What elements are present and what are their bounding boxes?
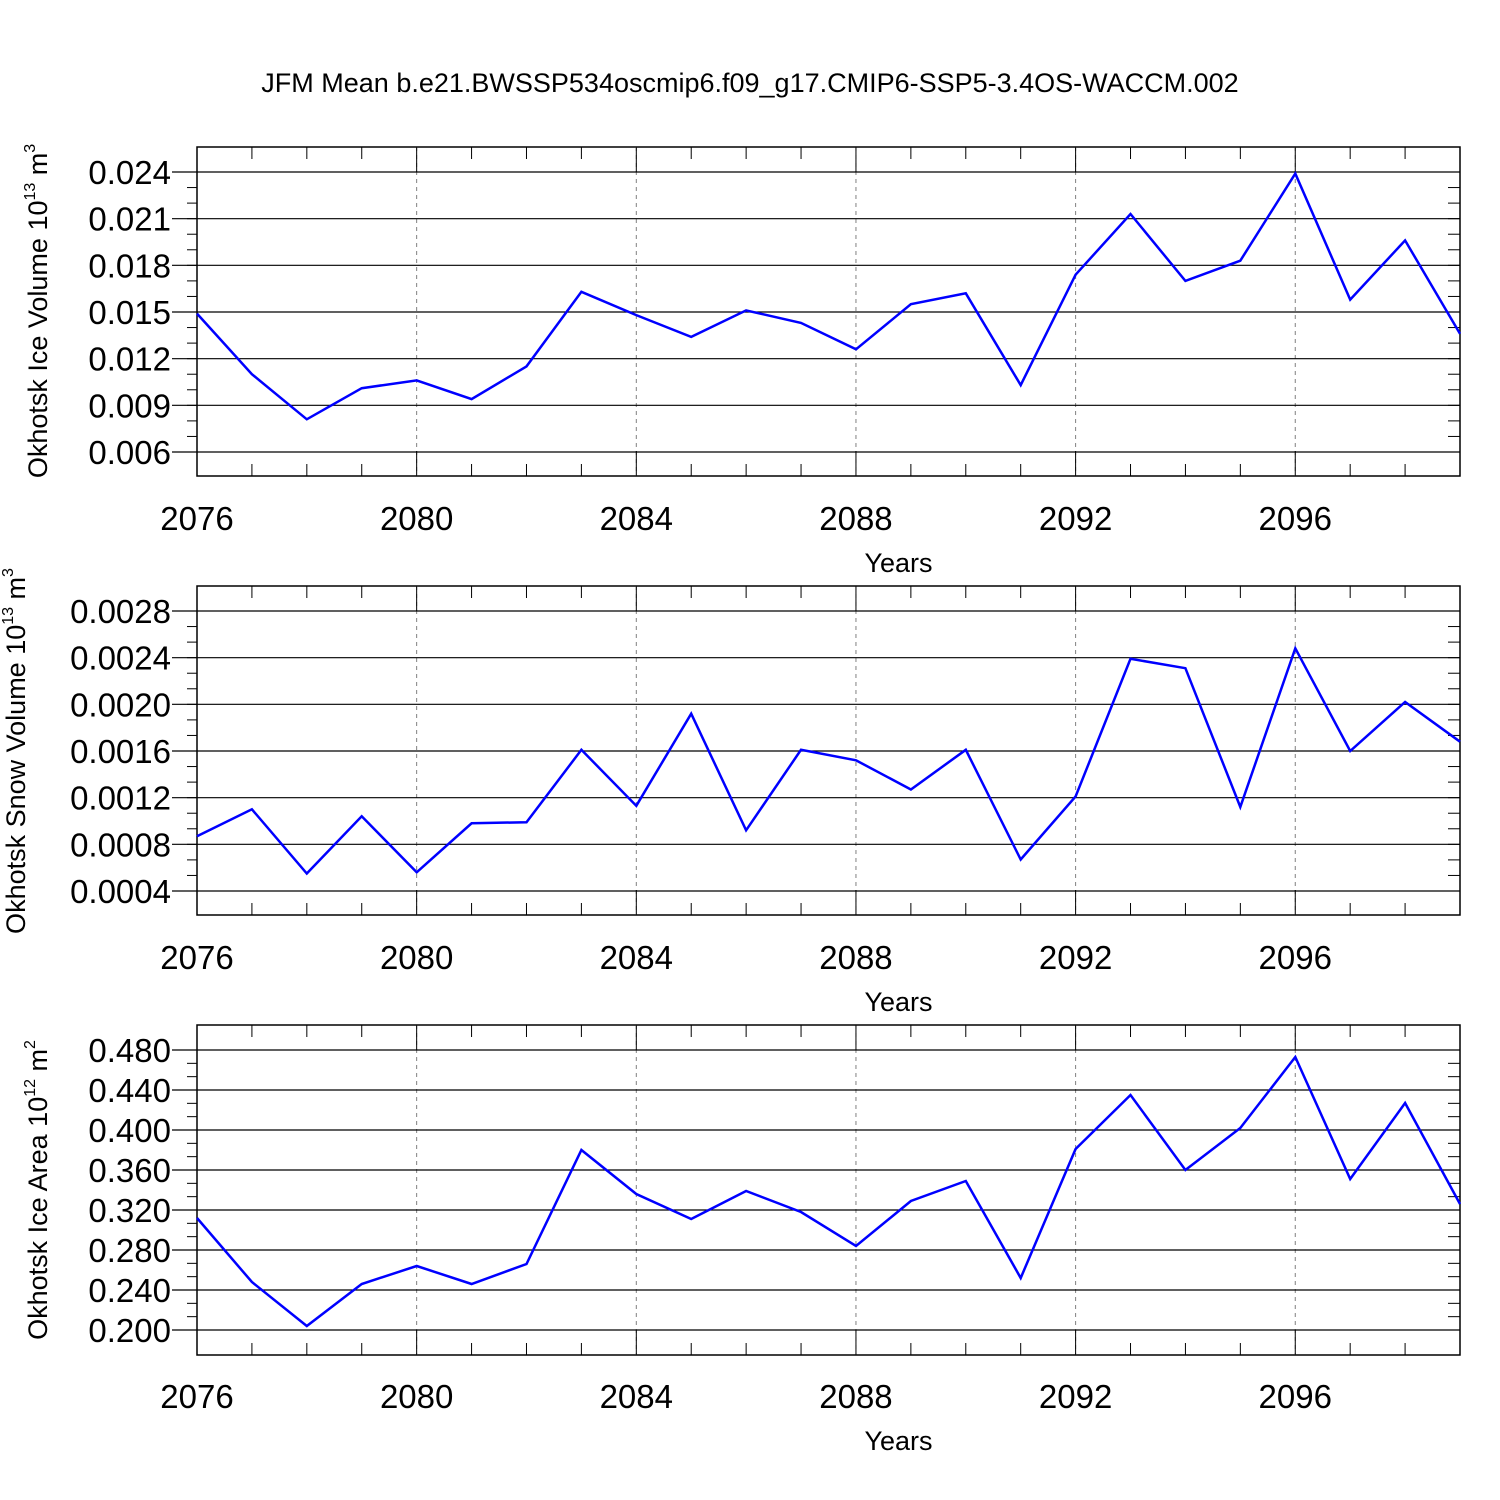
series-line [196, 1054, 1462, 1328]
x-tick-label: 2080 [380, 1378, 453, 1415]
y-tick-label: 0.0024 [70, 640, 171, 677]
y-tick-label: 0.320 [88, 1192, 171, 1229]
y-tick-label: 0.0008 [70, 826, 171, 863]
y-axis-label-unit-exponent: 3 [22, 144, 39, 153]
y-axis-label-unit: m [23, 1049, 53, 1079]
y-axis-label-text: Okhotsk Snow Volume 10 [1, 625, 31, 934]
y-tick-label: 0.240 [88, 1272, 171, 1309]
x-tick-label: 2084 [600, 500, 673, 537]
y-tick-label: 0.015 [88, 294, 171, 331]
x-tick-label: 2088 [819, 1378, 892, 1415]
x-tick-label: 2088 [819, 939, 892, 976]
y-axis-label: Okhotsk Ice Area 1012 m2 [22, 1040, 53, 1340]
y-tick-label: 0.0004 [70, 873, 171, 910]
x-tick-label: 2080 [380, 939, 453, 976]
x-tick-label: 2092 [1039, 939, 1112, 976]
x-tick-label: 2084 [600, 939, 673, 976]
y-tick-label: 0.009 [88, 387, 171, 424]
y-axis-label-unit-exponent: 2 [22, 1040, 39, 1049]
y-tick-label: 0.360 [88, 1152, 171, 1189]
y-tick-label: 0.480 [88, 1032, 171, 1069]
x-axis-label: Years [864, 987, 932, 1017]
y-axis-label: Okhotsk Ice Volume 1013 m3 [22, 144, 53, 478]
y-axis-label-unit: m [23, 153, 53, 183]
x-tick-label: 2076 [160, 500, 233, 537]
y-axis-label-exponent: 13 [22, 183, 39, 201]
x-tick-label: 2076 [160, 939, 233, 976]
x-tick-label: 2080 [380, 500, 453, 537]
x-axis-label: Years [864, 548, 932, 578]
y-tick-label: 0.018 [88, 247, 171, 284]
y-tick-label: 0.400 [88, 1112, 171, 1149]
x-tick-label: 2096 [1259, 1378, 1332, 1415]
series-line [196, 645, 1461, 876]
plot-frame [196, 1024, 1461, 1356]
y-tick-label: 0.200 [88, 1312, 171, 1349]
y-tick-label: 0.280 [88, 1232, 171, 1269]
y-tick-label: 0.0012 [70, 780, 171, 817]
panel-ice-volume: 0.006 0.009 0.012 0.015 0.018 0.021 0.024 2076 2… [22, 144, 1462, 578]
x-tick-label: 2096 [1259, 939, 1332, 976]
y-axis-label: Okhotsk Snow Volume 1013 m3 [0, 568, 31, 934]
x-tick-label: 2088 [819, 500, 892, 537]
x-tick-label: 2096 [1259, 500, 1332, 537]
y-axis-label-unit: m [1, 577, 31, 607]
y-tick-label: 0.006 [88, 434, 171, 471]
y-tick-label: 0.0028 [70, 593, 171, 630]
panel-snow-volume: 0.0004 0.0008 0.0012 0.0016 0.0020 0.0024 0.00… [0, 568, 1461, 1017]
series-line [196, 170, 1462, 421]
panel-ice-area: 0.2000.2400.2800.3200.3600.4000.4400.480… [22, 1024, 1462, 1456]
x-tick-label: 2092 [1039, 1378, 1112, 1415]
y-tick-label: 0.440 [88, 1072, 171, 1109]
y-axis-label-text: Okhotsk Ice Area 10 [23, 1097, 53, 1340]
y-axis-label-text: Okhotsk Ice Volume 10 [23, 201, 53, 479]
x-axis-label: Years [864, 1426, 932, 1456]
x-tick-label: 2076 [160, 1378, 233, 1415]
y-tick-label: 0.0020 [70, 686, 171, 723]
y-tick-label: 0.021 [88, 201, 171, 238]
y-tick-label: 0.024 [88, 154, 171, 191]
x-tick-label: 2084 [600, 1378, 673, 1415]
y-tick-label: 0.0016 [70, 733, 171, 770]
figure-title: JFM Mean b.e21.BWSSP534oscmip6.f09_g17.C… [261, 68, 1239, 98]
y-axis-label-exponent: 12 [22, 1079, 39, 1097]
y-axis-label-exponent: 13 [0, 607, 17, 625]
y-axis-label-unit-exponent: 3 [0, 568, 17, 577]
x-tick-label: 2092 [1039, 500, 1112, 537]
y-tick-label: 0.012 [88, 341, 171, 378]
